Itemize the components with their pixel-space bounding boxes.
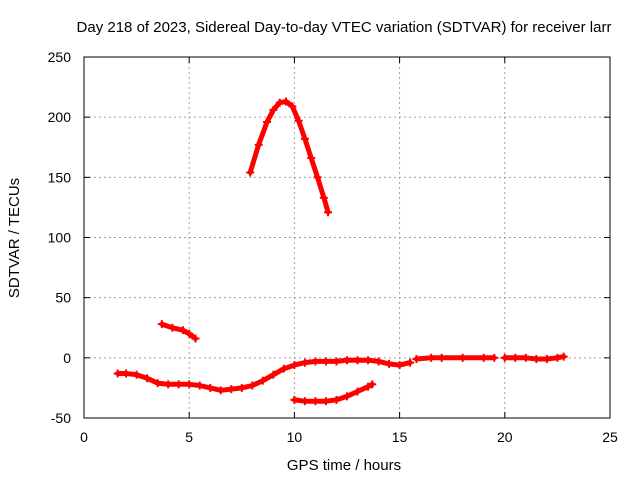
data-point xyxy=(353,356,362,365)
series-segment-3 xyxy=(159,321,198,342)
data-point xyxy=(300,358,309,367)
data-point xyxy=(122,369,131,378)
data-point xyxy=(227,385,236,394)
data-point xyxy=(164,380,173,389)
data-point xyxy=(132,370,141,379)
data-point xyxy=(313,173,322,182)
data-point xyxy=(185,329,194,338)
data-point xyxy=(237,383,246,392)
data-point xyxy=(275,98,284,107)
y-tick-label: 100 xyxy=(48,230,72,246)
x-tick-label: 20 xyxy=(497,429,513,445)
data-point xyxy=(206,383,215,392)
data-point xyxy=(290,361,299,370)
data-point xyxy=(490,353,499,362)
series-segment-4 xyxy=(247,99,331,215)
data-point xyxy=(500,353,509,362)
data-point xyxy=(113,369,122,378)
data-point xyxy=(185,380,194,389)
data-point xyxy=(258,376,267,385)
data-point xyxy=(311,357,320,366)
data-point xyxy=(248,381,257,390)
data-point xyxy=(300,397,309,406)
y-tick-label: 0 xyxy=(63,350,71,366)
data-point xyxy=(324,208,333,217)
data-point xyxy=(437,353,446,362)
data-point xyxy=(321,397,330,406)
x-tick-label: 10 xyxy=(287,429,303,445)
data-point xyxy=(294,116,303,125)
data-point xyxy=(157,320,166,329)
data-point xyxy=(311,397,320,406)
data-point xyxy=(343,356,351,365)
data-point xyxy=(168,323,177,332)
data-point xyxy=(254,140,263,149)
data-point xyxy=(332,395,341,404)
data-point xyxy=(321,357,330,366)
data-point xyxy=(559,352,568,361)
ticks: 0 5 10 15 20 25 -50 0 50 100 150 200 250 xyxy=(48,49,618,445)
data-point xyxy=(216,386,225,395)
data-point xyxy=(174,380,183,389)
data-point xyxy=(553,353,562,362)
data-point xyxy=(263,117,272,126)
data-point xyxy=(385,359,394,368)
x-tick-label: 0 xyxy=(80,429,88,445)
data-point xyxy=(364,382,373,391)
x-tick-label: 15 xyxy=(392,429,408,445)
data-point xyxy=(246,168,255,177)
y-tick-label: 150 xyxy=(48,169,72,185)
data-point xyxy=(332,357,341,366)
data-point xyxy=(178,326,187,335)
data-point xyxy=(532,355,541,364)
y-tick-label: 250 xyxy=(48,49,72,65)
y-tick-label: 200 xyxy=(48,109,72,125)
x-axis-label: GPS time / hours xyxy=(287,457,401,474)
data-point xyxy=(191,334,200,343)
data-point xyxy=(269,105,278,114)
data-point xyxy=(364,356,373,365)
data-point xyxy=(427,353,436,362)
data-point xyxy=(319,193,328,202)
chart-title: Day 218 of 2023, Sidereal Day-to-day VTE… xyxy=(77,19,612,36)
y-tick-label: -50 xyxy=(51,410,71,426)
data-point xyxy=(374,357,383,366)
data-point xyxy=(288,102,297,111)
y-tick-label: 50 xyxy=(55,290,71,306)
data-point xyxy=(542,355,551,364)
data-point xyxy=(153,379,162,388)
data-point xyxy=(290,395,299,404)
x-tick-label: 25 xyxy=(602,429,618,445)
data-point xyxy=(353,387,362,396)
data-point xyxy=(279,364,288,373)
data-point xyxy=(406,358,415,367)
data-point xyxy=(521,353,530,362)
data-point xyxy=(143,374,152,383)
data-point xyxy=(479,353,488,362)
y-axis-label: SDTVAR / TECUs xyxy=(6,178,23,298)
data-point xyxy=(300,134,309,143)
data-point xyxy=(195,381,204,390)
data-point xyxy=(343,392,351,401)
data-point xyxy=(281,97,290,106)
data-point xyxy=(412,355,421,364)
data-point xyxy=(269,370,278,379)
data-point xyxy=(368,380,377,389)
x-tick-label: 5 xyxy=(185,429,193,445)
data-point xyxy=(395,361,404,370)
data-point xyxy=(307,154,316,163)
series xyxy=(113,97,568,406)
data-point xyxy=(458,353,467,362)
data-point xyxy=(511,353,520,362)
series-segment-5 xyxy=(291,381,375,404)
